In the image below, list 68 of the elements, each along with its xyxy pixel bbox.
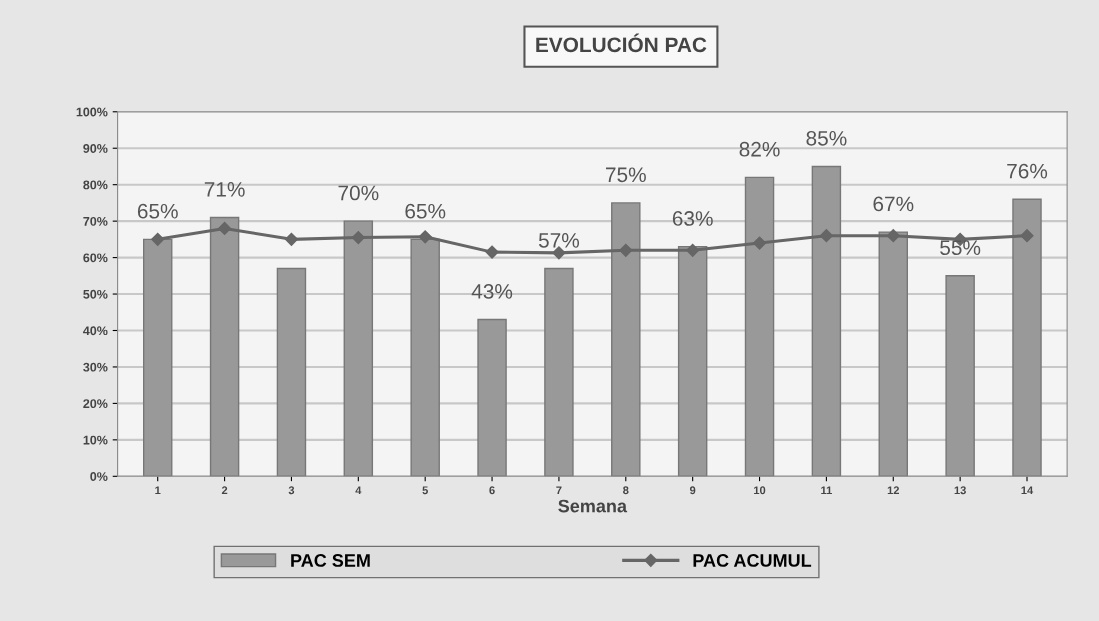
point [217, 221, 232, 236]
data-label: 65% [405, 203, 446, 219]
data-label: 67% [873, 196, 914, 212]
x-tick-label: 9 [689, 486, 696, 495]
y-tick-label: 80% [83, 180, 108, 190]
point [819, 229, 833, 243]
x-tick-label: 2 [221, 486, 228, 495]
y-tick-label: 20% [83, 399, 108, 409]
point [418, 230, 432, 244]
bar [1012, 198, 1042, 477]
bar [142, 238, 173, 477]
data-label: 65% [137, 203, 178, 219]
data-label: 75% [606, 167, 646, 183]
data-label: 57% [538, 233, 580, 248]
x-tick-label: 8 [623, 486, 629, 495]
x-tick-label: 4 [355, 486, 362, 495]
point [284, 232, 299, 246]
point [151, 232, 165, 246]
x-tick-label: 6 [489, 486, 495, 495]
bar [945, 275, 975, 477]
legend-label: PAC SEM [291, 554, 370, 567]
x-tick-label: 5 [422, 486, 428, 495]
point [485, 245, 499, 259]
y-tick-label: 100% [76, 107, 108, 117]
bar [811, 165, 842, 477]
bar [209, 216, 240, 477]
data-label: 76% [1007, 163, 1048, 179]
y-tick-label: 50% [83, 289, 108, 299]
bar [343, 220, 374, 477]
point [619, 243, 633, 257]
point [752, 236, 767, 250]
point [1020, 229, 1034, 243]
x-tick-label: 13 [954, 486, 966, 495]
chart-title: EVOLUCIÓN PAC [536, 33, 707, 53]
bar [477, 318, 507, 477]
bar [677, 245, 708, 477]
data-label: 55% [940, 240, 981, 256]
data-label: 82% [739, 141, 780, 157]
x-tick-label: 10 [754, 486, 766, 495]
point [886, 229, 900, 243]
x-tick-label: 14 [1021, 486, 1034, 495]
x-tick-label: 7 [556, 486, 562, 495]
y-tick-label: 60% [83, 253, 108, 263]
y-tick-label: 40% [83, 326, 108, 336]
x-tick-label: 3 [288, 486, 295, 495]
point [351, 230, 365, 245]
bar [611, 202, 641, 477]
data-label: 70% [338, 185, 379, 201]
x-tick-label: 1 [155, 486, 161, 495]
bar [744, 176, 775, 477]
y-tick-label: 10% [83, 435, 108, 445]
data-label: 43% [471, 284, 513, 299]
data-label: 63% [672, 211, 713, 226]
y-tick-label: 0% [90, 472, 108, 481]
data-label: 85% [806, 130, 847, 146]
bar [276, 267, 307, 477]
y-tick-label: 30% [83, 362, 108, 372]
point [686, 243, 700, 257]
bar [544, 267, 574, 477]
x-tick-label: 12 [887, 486, 900, 495]
bar [410, 238, 440, 477]
data-label: 71% [204, 182, 245, 197]
y-tick-label: 70% [83, 216, 108, 226]
x-tick-label: 11 [821, 486, 832, 495]
x-axis-title: Semana [558, 499, 628, 513]
bar [878, 231, 909, 477]
legend-label: PAC ACUMUL [693, 554, 812, 567]
y-tick-label: 90% [83, 144, 108, 153]
